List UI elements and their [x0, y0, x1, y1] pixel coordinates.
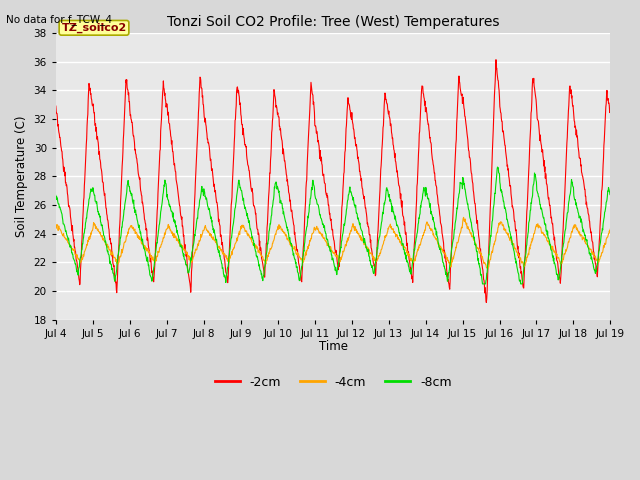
Y-axis label: Soil Temperature (C): Soil Temperature (C): [15, 116, 28, 237]
X-axis label: Time: Time: [319, 340, 348, 353]
Title: Tonzi Soil CO2 Profile: Tree (West) Temperatures: Tonzi Soil CO2 Profile: Tree (West) Temp…: [167, 15, 499, 29]
Text: No data for f_TCW_4: No data for f_TCW_4: [6, 14, 113, 25]
Legend: -2cm, -4cm, -8cm: -2cm, -4cm, -8cm: [209, 371, 457, 394]
Text: TZ_soilco2: TZ_soilco2: [61, 23, 127, 33]
